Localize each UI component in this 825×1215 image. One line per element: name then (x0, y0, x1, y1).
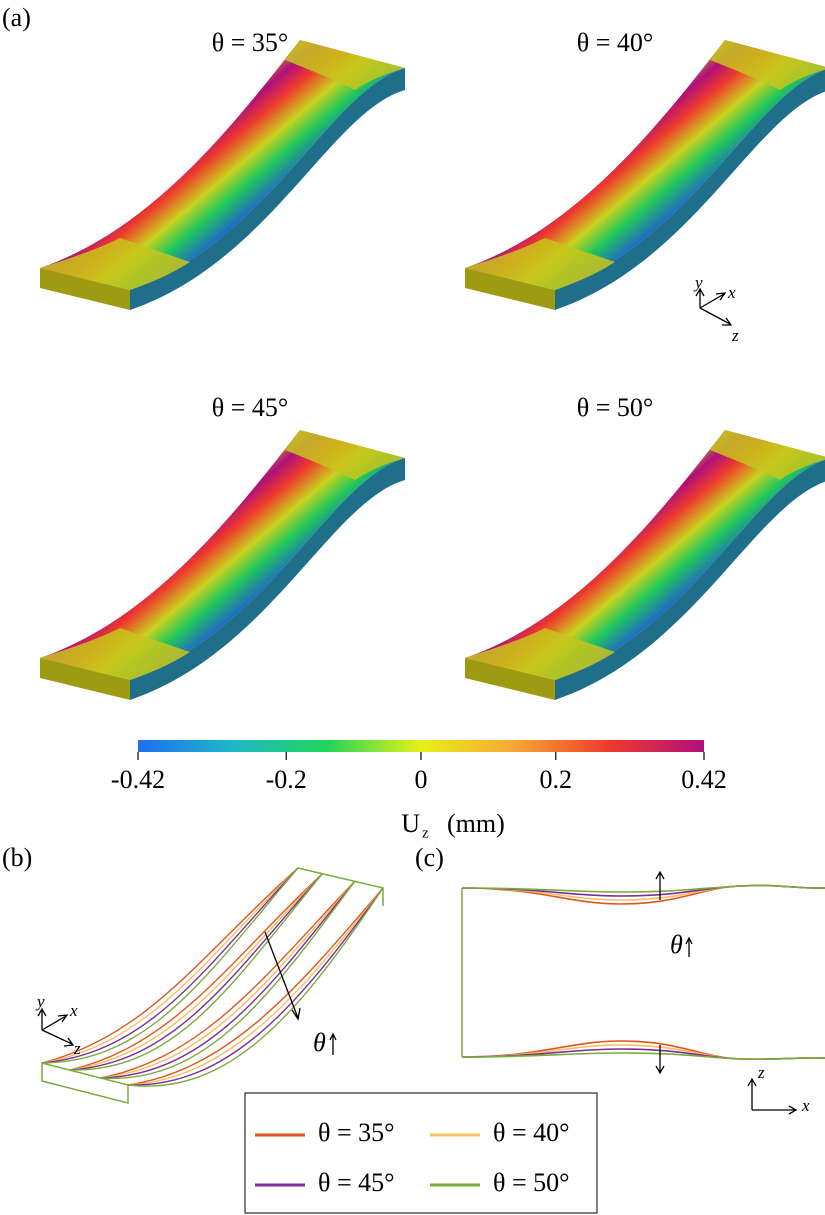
tick-label: 0.42 (681, 765, 727, 794)
wireframe-line (69, 873, 323, 1071)
legend-label: θ = 45° (318, 1168, 395, 1197)
panel-label: (b) (2, 843, 32, 872)
subplot-title: θ = 35° (212, 28, 289, 57)
colorbar-label: z (422, 825, 429, 841)
legend-label: θ = 50° (493, 1168, 570, 1197)
tick-label: 0.2 (540, 765, 573, 794)
axis-label: x (727, 283, 736, 302)
wireframe-line (127, 887, 384, 1086)
panel-a (40, 40, 825, 700)
tick-label: -0.42 (111, 765, 165, 794)
wireframe-line (127, 887, 384, 1086)
colorbar-label: (mm) (447, 809, 505, 838)
profile-line (461, 884, 825, 893)
wireframe-line (99, 880, 356, 1080)
arrows (655, 870, 798, 1115)
wireframe-line (127, 887, 384, 1087)
subplot-title: θ = 45° (212, 393, 289, 422)
wireframe-line (41, 867, 299, 1064)
wireframe-line (69, 873, 323, 1071)
subplot-title: θ = 50° (577, 393, 654, 422)
tick-label: 0 (415, 765, 428, 794)
legend (244, 1092, 598, 1214)
wireframe-line (41, 867, 299, 1064)
wireframe-line (69, 873, 323, 1071)
axis-label: y (693, 273, 703, 292)
tick-label: -0.2 (266, 765, 307, 794)
colorbar-label: U (401, 809, 420, 838)
axis-label: z (73, 1039, 81, 1058)
legend-label: θ = 40° (493, 1118, 570, 1147)
annotation: θ (670, 930, 683, 959)
wireframe-line (41, 867, 299, 1064)
beam-plot (465, 40, 825, 310)
wireframe-line (99, 880, 356, 1079)
wireframe-line (69, 873, 323, 1071)
profile-line (461, 1044, 825, 1060)
axis-label: x (69, 1001, 78, 1020)
axis-label: z (757, 1063, 765, 1082)
wireframe-line (99, 880, 356, 1079)
beam-plot (40, 430, 405, 700)
axis-triad (695, 287, 733, 326)
beam-plot (40, 40, 405, 310)
subplot-title: θ = 40° (577, 28, 654, 57)
axis-label: z (731, 326, 739, 345)
panel-label: (a) (2, 3, 31, 32)
panel-label: (c) (415, 843, 444, 872)
profile-line (461, 884, 825, 901)
panel-c (461, 884, 825, 1060)
axis-label: x (801, 1096, 810, 1115)
panel-b (41, 867, 384, 1104)
beam-plot (465, 430, 825, 700)
wireframe-line (99, 880, 356, 1079)
profile-line (461, 1052, 825, 1060)
wireframe-line (127, 887, 384, 1086)
legend-label: θ = 35° (318, 1118, 395, 1147)
axis-label: y (35, 992, 45, 1011)
wireframe-line (41, 867, 299, 1064)
arrow (329, 1032, 337, 1055)
annotation: θ (313, 1028, 326, 1057)
colorbar (138, 740, 704, 752)
axis-triad (37, 931, 301, 1047)
